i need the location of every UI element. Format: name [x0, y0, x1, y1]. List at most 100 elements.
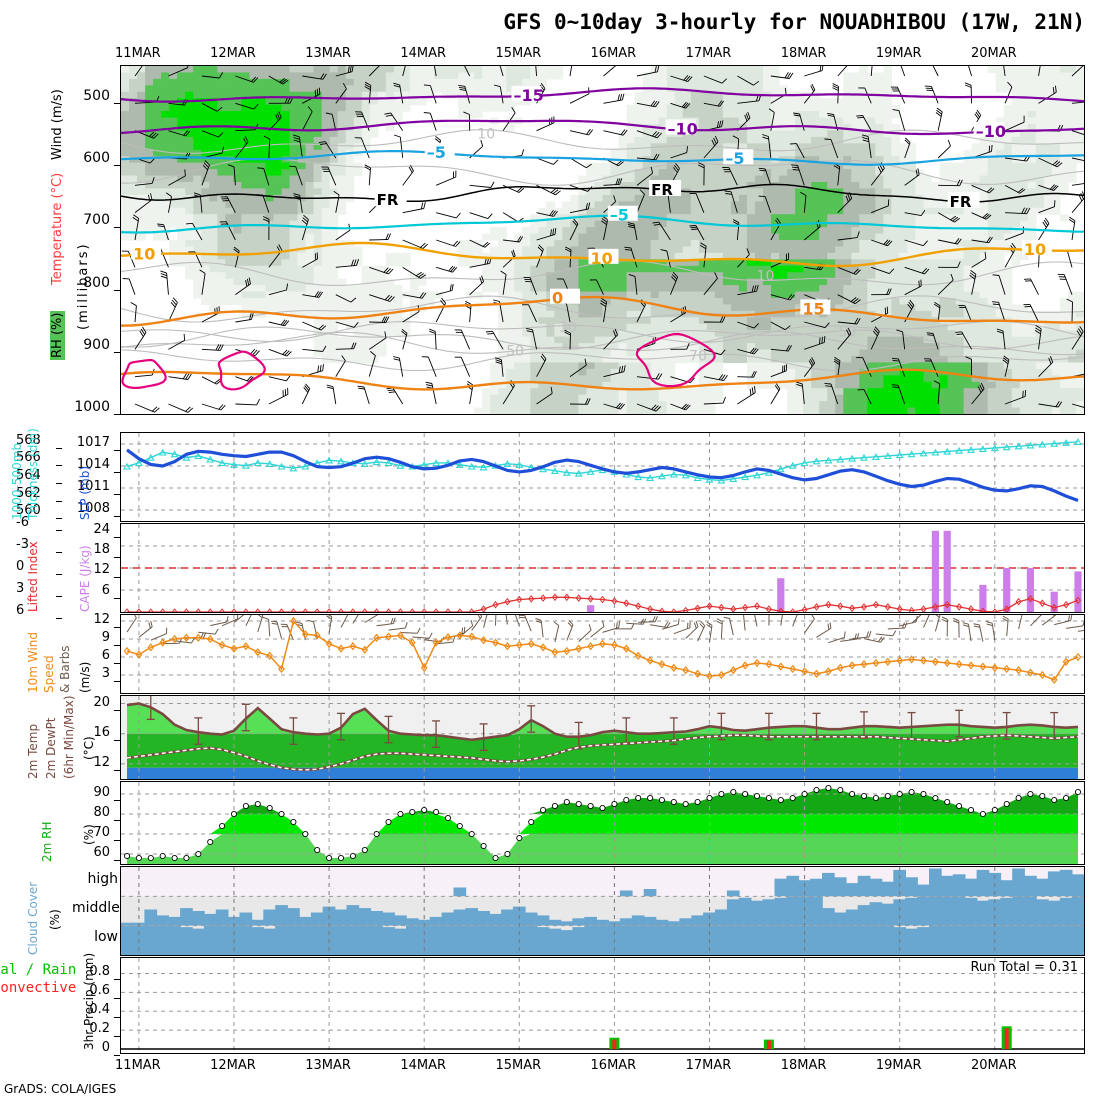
- y-tick-90: 90: [93, 785, 110, 800]
- y-tick-500: 500: [83, 88, 110, 105]
- y-tickmark: [114, 536, 120, 538]
- label-2m-rh: 2m RH: [40, 821, 54, 863]
- x-tick-15mar: 15MAR: [495, 1058, 542, 1073]
- y-tick-1011: 1011: [76, 479, 110, 494]
- y-tick-60: 60: [93, 845, 110, 860]
- x-tick-19mar: 19MAR: [875, 46, 922, 61]
- x-tick-13mar: 13MAR: [305, 1058, 351, 1073]
- slp-yaxis: 1017 1014 1011 1008: [62, 432, 120, 522]
- y-tick-1008: 1008: [76, 501, 110, 516]
- label-precip-axis: 3hr Precip (mm): [82, 952, 96, 1050]
- y-tick-560: 560: [16, 503, 41, 519]
- y-tickmark: [114, 800, 120, 801]
- y-tick-1000: 1000: [74, 398, 110, 415]
- label-cloud-units: (%): [48, 909, 62, 930]
- label-2m-temp: 2m Temp: [26, 723, 40, 779]
- y-tickmark: [114, 769, 120, 771]
- label-temp-minmax: (6hr Min/Max): [62, 695, 76, 780]
- label-pressure-axis: (millibars): [76, 242, 91, 330]
- y-tickmark: [56, 500, 62, 502]
- svg-text:70: 70: [689, 348, 707, 364]
- lifted-index-cape-panel: [120, 523, 1085, 613]
- y-tick--3: -3: [16, 537, 29, 552]
- y-tickmark: [114, 1055, 120, 1056]
- y-tickmark: [114, 450, 120, 451]
- x-axis-bottom: 11MAR 12MAR 13MAR 14MAR 15MAR 16MAR 17MAR 18MAR…: [115, 1058, 1085, 1076]
- y-tick-70: 70: [93, 825, 110, 840]
- y-tick-700: 700: [83, 212, 110, 229]
- y-tickmark: [114, 1017, 120, 1019]
- page-title: GFS 0~10day 3-hourly for NOUADHIBOU (17W…: [503, 10, 1085, 34]
- y-tick-12: 12: [93, 754, 110, 770]
- cloud-row-high: high: [87, 870, 118, 887]
- y-tickmark: [114, 663, 120, 664]
- y-tick-6: 6: [16, 603, 25, 618]
- wind-yaxis: 12 9 6 3: [62, 612, 120, 694]
- label-wind-barbs: & Barbs: [58, 645, 72, 693]
- x-tick-16mar: 16MAR: [590, 1058, 637, 1073]
- x-tick-12mar: 12MAR: [210, 1058, 256, 1073]
- cape-yaxis: 24 18 12 6: [62, 521, 120, 613]
- y-tick-08: 0.8: [89, 964, 110, 980]
- y-tick-16: 16: [93, 724, 110, 740]
- label-cloud-cover: Cloud Cover: [26, 881, 40, 955]
- y-tick-564: 564: [16, 468, 41, 483]
- y-tickmark: [56, 596, 62, 597]
- y-tickmark: [114, 627, 120, 628]
- y-tick-0: 0: [16, 559, 25, 574]
- y-tick-12: 12: [93, 612, 110, 627]
- y-tick-6: 6: [101, 582, 110, 598]
- precip-panel: Run Total = 0.31: [120, 957, 1085, 1054]
- y-tickmark: [114, 577, 120, 579]
- y-tickmark: [114, 709, 120, 711]
- y-tick-3: 3: [16, 581, 25, 596]
- temp-dewpoint-panel: [120, 695, 1085, 780]
- y-tick-80: 80: [93, 805, 110, 820]
- y-tickmark: [114, 645, 120, 646]
- y-tick-3: 3: [101, 666, 110, 681]
- y-tickmark: [114, 979, 120, 981]
- svg-text:10: 10: [477, 127, 495, 143]
- upper-air-yaxis: 500 600 700 800 900 1000: [62, 65, 120, 415]
- x-tick-18mar: 18MAR: [780, 1058, 827, 1073]
- y-tick-06: 0.6: [89, 983, 110, 999]
- x-tick-12mar: 12MAR: [210, 46, 256, 61]
- y-tick-12: 12: [93, 562, 110, 578]
- y-tickmark: [56, 447, 62, 449]
- run-total-label: Run Total = 0.31: [970, 960, 1078, 975]
- x-tick-14mar: 14MAR: [400, 1058, 447, 1073]
- label-2m-dewpt: 2m DewPt: [44, 717, 58, 779]
- rh-panel: [120, 781, 1085, 865]
- y-tickmark: [56, 574, 62, 575]
- rh-yaxis: 90 80 70 60: [62, 781, 120, 865]
- x-tick-17mar: 17MAR: [685, 46, 732, 61]
- label-slp: SLP (mb): [78, 465, 92, 520]
- y-tick-800: 800: [83, 274, 110, 291]
- y-tick-24: 24: [93, 521, 110, 537]
- y-tickmark: [114, 840, 120, 841]
- precip-yaxis: 0.8 0.6 0.4 0.2 0: [62, 957, 120, 1056]
- label-temp-units: (°C): [82, 736, 96, 760]
- x-tick-15mar: 15MAR: [495, 46, 542, 61]
- y-tickmark: [114, 413, 120, 415]
- y-tickmark: [114, 289, 120, 291]
- y-tick-568: 568: [16, 432, 41, 448]
- y-tickmark: [56, 483, 62, 484]
- y-tickmark: [114, 472, 120, 473]
- label-rh-upper: RH (%): [50, 310, 65, 360]
- x-tick-20mar: 20MAR: [970, 46, 1017, 61]
- y-tick-600: 600: [83, 150, 110, 167]
- lifted-index-yaxis: -6 -3 0 3 6: [14, 515, 62, 619]
- y-tick-0: 0: [101, 1040, 110, 1055]
- temp-yaxis: 20 16 12: [62, 695, 120, 780]
- svg-text:30: 30: [559, 320, 577, 336]
- y-tickmark: [114, 998, 120, 1000]
- svg-text:50: 50: [838, 325, 856, 341]
- label-10m-wind: 10m Wind: [26, 632, 40, 693]
- y-tickmark: [114, 820, 120, 821]
- y-tick--6: -6: [16, 515, 29, 530]
- cloud-cover-panel: [120, 866, 1085, 956]
- label-wind-units: (m/s): [78, 661, 92, 693]
- y-tick-18: 18: [93, 542, 110, 558]
- cloud-row-middle: middle: [72, 900, 120, 916]
